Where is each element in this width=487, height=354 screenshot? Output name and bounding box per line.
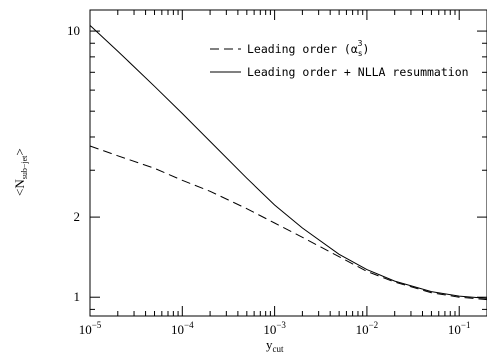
x-tick-label: 10−3 xyxy=(263,320,286,337)
leading-order-line xyxy=(89,145,487,301)
y-tick-label: 1 xyxy=(74,289,81,304)
x-axis-title: ycut xyxy=(266,337,284,354)
plot-frame xyxy=(89,9,487,317)
x-tick-label: 10−5 xyxy=(79,320,102,337)
nlla-resummation-line xyxy=(89,25,487,299)
legend-label-nlla: Leading order + NLLA resummation xyxy=(247,65,469,79)
axis-ticks xyxy=(89,10,487,316)
tick-labels: 10−5 10−4 10−3 10−2 10−1 1 2 10 xyxy=(67,23,471,337)
y-axis-title: <Nsub−jet> xyxy=(12,148,29,196)
x-tick-label: 10−4 xyxy=(171,320,194,337)
x-tick-label: 10−2 xyxy=(356,320,379,337)
series-group xyxy=(89,25,487,301)
legend: Leading order (αs3) Leading order + NLLA… xyxy=(210,39,469,79)
legend-label-leading-order: Leading order (αs3) xyxy=(247,39,369,58)
y-tick-label: 10 xyxy=(67,23,80,38)
y-tick-label: 2 xyxy=(74,209,81,224)
x-tick-label: 10−1 xyxy=(448,320,471,337)
